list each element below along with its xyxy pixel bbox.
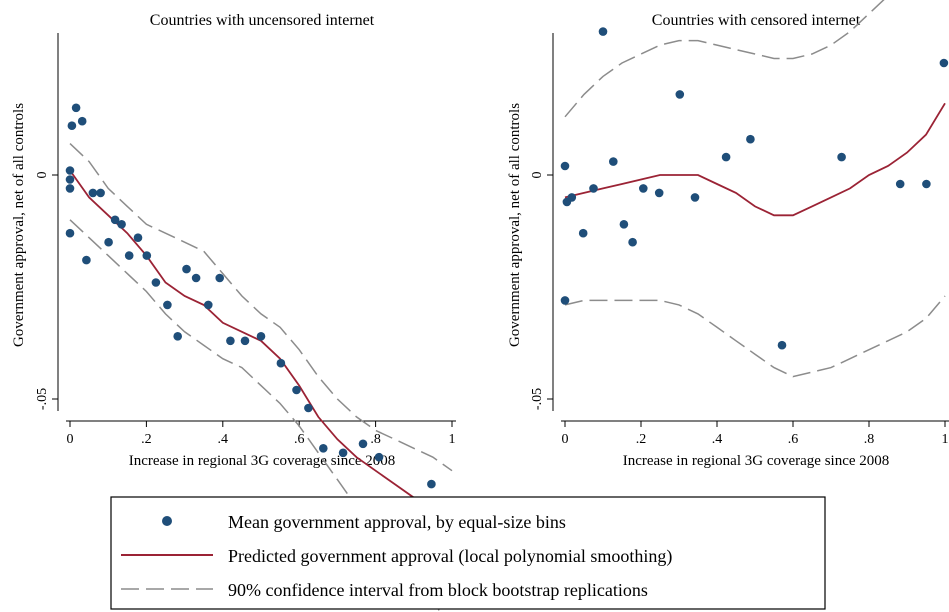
x-tick-label: .8 [370, 432, 381, 447]
scatter-point [628, 237, 637, 247]
scatter-point [96, 188, 105, 198]
scatter-point [690, 193, 700, 202]
scatter-point [654, 188, 664, 198]
scatter-point [619, 220, 629, 229]
ci-upper-line [69, 143, 453, 472]
scatter-point [191, 273, 201, 283]
legend-marker-symbol [162, 516, 172, 526]
scatter-point [560, 161, 570, 171]
scatter-point [240, 336, 250, 346]
legend-item-smoothing: Predicted government approval (local pol… [228, 546, 672, 567]
right-y-axis-label: Government approval, net of all controls [507, 103, 523, 347]
scatter-point [837, 152, 846, 162]
scatter-point [82, 255, 91, 265]
right-chart-title: Countries with censored internet [652, 12, 861, 29]
scatter-point [88, 188, 98, 198]
left-y-axis-label: Government approval, net of all controls [11, 103, 27, 347]
scatter-point [338, 448, 348, 458]
scatter-point [427, 479, 436, 489]
x-tick-label: .2 [636, 432, 647, 447]
x-tick-label: 0 [67, 432, 74, 447]
scatter-point [578, 228, 588, 238]
scatter-point [65, 166, 75, 175]
scatter-point [67, 121, 77, 130]
y-tick-label: -.05 [530, 388, 545, 410]
right-panel: Countries with censored internet Increas… [507, 0, 949, 469]
scatter-point [71, 103, 81, 113]
scatter-point [110, 215, 120, 225]
x-tick-label: .6 [294, 432, 305, 447]
x-tick-label: .8 [864, 432, 875, 447]
scatter-point [721, 152, 731, 162]
left-x-axis-label: Increase in regional 3G coverage since 2… [129, 453, 396, 469]
right-x-axis-label: Increase in regional 3G coverage since 2… [623, 453, 890, 469]
scatter-point [358, 439, 368, 449]
x-tick-label: 1 [449, 432, 456, 447]
scatter-point [182, 264, 191, 274]
smoothing-line [69, 169, 453, 552]
legend-item-markers: Mean government approval, by equal-size … [228, 512, 566, 532]
scatter-point [895, 179, 905, 189]
scatter-point [173, 332, 182, 341]
x-tick-label: .6 [788, 432, 799, 447]
ci-upper-line [564, 0, 885, 118]
scatter-point [598, 27, 608, 36]
y-tick-label: 0 [35, 172, 50, 179]
scatter-point [567, 193, 577, 202]
legend-item-ci: 90% confidence interval from block boots… [228, 580, 648, 600]
scatter-point [117, 220, 126, 229]
scatter-point [560, 296, 570, 305]
scatter-point [124, 251, 134, 260]
y-tick-label: 0 [530, 172, 545, 179]
scatter-point [151, 278, 161, 287]
scatter-point [374, 452, 384, 462]
smoothing-line [564, 102, 946, 217]
x-tick-label: .4 [712, 432, 723, 447]
scatter-point [104, 237, 113, 247]
scatter-point [675, 90, 685, 99]
scatter-point [319, 444, 328, 453]
scatter-point [65, 228, 75, 238]
scatter-point [939, 58, 949, 68]
x-tick-label: .4 [218, 432, 229, 447]
scatter-point [304, 403, 313, 413]
scatter-point [256, 332, 266, 341]
scatter-point [276, 358, 286, 368]
x-tick-label: 1 [942, 432, 949, 447]
scatter-point [589, 184, 598, 193]
scatter-point [65, 184, 75, 193]
scatter-point [142, 251, 152, 260]
scatter-point [133, 233, 143, 242]
scatter-point [65, 175, 75, 184]
ci-lower-line [564, 295, 946, 378]
scatter-point [746, 134, 755, 144]
legend: Mean government approval, by equal-size … [110, 496, 826, 610]
scatter-point [204, 300, 213, 310]
scatter-point [163, 300, 172, 310]
scatter-point [922, 179, 931, 189]
scatter-point [777, 340, 787, 350]
scatter-point [639, 184, 648, 193]
scatter-point [609, 157, 618, 166]
scatter-point [226, 336, 235, 346]
legend-box [110, 496, 826, 610]
left-chart-title: Countries with uncensored internet [150, 12, 375, 29]
y-tick-label: -.05 [35, 388, 50, 410]
x-tick-label: 0 [562, 432, 569, 447]
scatter-point [77, 116, 87, 126]
left-panel: Countries with uncensored internet Incre… [11, 12, 456, 612]
x-tick-label: .2 [141, 432, 152, 447]
scatter-point [215, 273, 224, 283]
scatter-point [292, 385, 301, 395]
